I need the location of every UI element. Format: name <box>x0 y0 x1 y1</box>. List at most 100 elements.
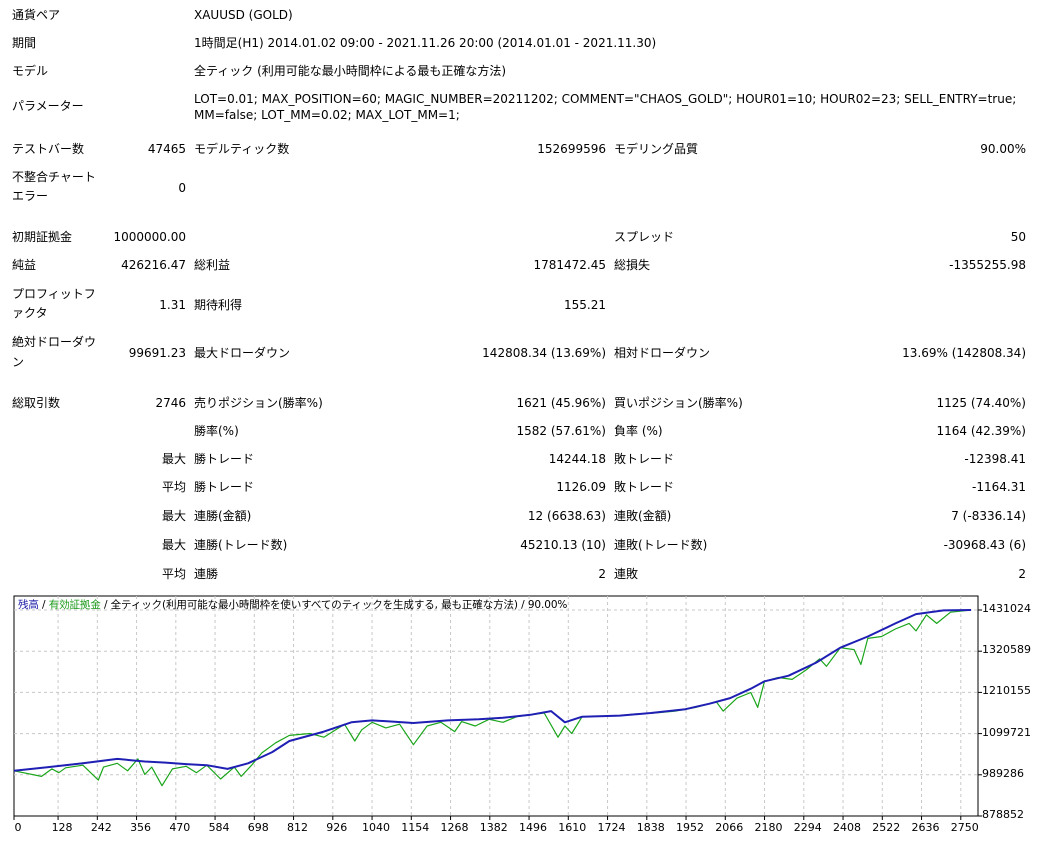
net-value: 426216.47 <box>121 258 186 272</box>
net-label: 純益 <box>12 258 37 272</box>
x-tick-label: 128 <box>51 821 73 834</box>
consec-win-amt-label: 連勝(金額) <box>194 509 252 523</box>
x-tick-label: 1496 <box>519 821 548 834</box>
bars-value: 47465 <box>147 142 186 156</box>
gross-profit-value: 1781472.45 <box>533 258 606 272</box>
abs-dd-label-2: ン <box>12 355 25 369</box>
legend-equity: 有効証拠金 <box>48 599 101 611</box>
short-label: 売りポジション(勝率%) <box>194 396 323 410</box>
x-tick-label: 0 <box>14 821 22 834</box>
avg-consec-prefix: 平均 <box>161 567 186 581</box>
x-tick-label: 2066 <box>715 821 744 834</box>
equity-chart-svg <box>13 595 982 820</box>
spread-value: 50 <box>1010 230 1026 244</box>
short-value: 1621 (45.96%) <box>516 396 606 410</box>
abs-dd-value: 99691.23 <box>128 346 186 360</box>
y-tick-label: 878852 <box>982 808 1024 821</box>
pf-value: 1.31 <box>159 298 186 312</box>
ticks-value: 152699596 <box>537 142 606 156</box>
y-tick-label: 1431024 <box>982 602 1031 615</box>
pf-label-2: ァクタ <box>12 306 48 320</box>
total-trades-label: 総取引数 <box>12 396 61 410</box>
winrate-value: 1582 (57.61%) <box>516 424 606 438</box>
chart-frame <box>13 595 979 817</box>
legend-quality: 90.00% <box>527 599 568 611</box>
mismatch-label-1: 不整合チャート <box>12 170 96 184</box>
avg-consec-loss-value: 2 <box>1018 567 1026 581</box>
max-win-prefix: 最大 <box>161 452 186 466</box>
x-tick-label: 1268 <box>440 821 469 834</box>
quality-label: モデリング品質 <box>614 142 699 156</box>
abs-dd-label-1: 絶対ドローダウ <box>12 335 97 349</box>
equity-series-line <box>13 609 972 787</box>
long-value: 1125 (74.40%) <box>936 396 1026 410</box>
x-tick-label: 470 <box>169 821 191 834</box>
bars-label: テストバー数 <box>12 142 85 156</box>
x-tick-label: 2636 <box>911 821 940 834</box>
x-tick-label: 1610 <box>558 821 587 834</box>
deposit-value: 1000000.00 <box>113 230 186 244</box>
gross-profit-label: 総利益 <box>194 258 231 272</box>
consec-win-amt-value: 12 (6638.63) <box>527 509 606 523</box>
expected-label: 期待利得 <box>194 298 243 312</box>
legend-model: 全ティック(利用可能な最小時間枠を使いすべてのティックを生成する, 最も正確な方… <box>110 599 518 611</box>
consec-loss-amt-label: 連敗(金額) <box>614 509 672 523</box>
rel-dd-value: 13.69% (142808.34) <box>902 346 1026 360</box>
total-trades-value: 2746 <box>155 396 186 410</box>
quality-value: 90.00% <box>980 142 1026 156</box>
avg-consec-loss-label: 連敗 <box>614 567 639 581</box>
x-tick-label: 356 <box>130 821 152 834</box>
x-tick-label: 1154 <box>401 821 430 834</box>
legend-separator: / <box>100 599 111 611</box>
rel-dd-label: 相対ドローダウン <box>614 346 711 360</box>
legend-separator: / <box>38 599 49 611</box>
consec-amt-prefix: 最大 <box>161 509 186 523</box>
expected-value: 155.21 <box>564 298 606 312</box>
x-tick-label: 584 <box>208 821 230 834</box>
x-tick-label: 1382 <box>479 821 508 834</box>
consec-win-cnt-value: 45210.13 (10) <box>520 538 606 552</box>
legend-balance: 残高 <box>18 599 39 611</box>
consec-cnt-prefix: 最大 <box>161 538 186 552</box>
pf-label-1: プロフィットフ <box>12 287 96 301</box>
ticks-label: モデルティック数 <box>194 142 290 156</box>
x-tick-label: 926 <box>326 821 348 834</box>
symbol-label: 通貨ペア <box>12 8 61 22</box>
x-tick-label: 1952 <box>676 821 705 834</box>
period-label: 期間 <box>12 36 37 50</box>
y-tick-label: 1210155 <box>982 684 1031 698</box>
max-win-value: 14244.18 <box>548 452 606 466</box>
gross-loss-label: 総損失 <box>614 258 651 272</box>
avg-loss-label: 敗トレード <box>614 480 675 494</box>
x-tick-label: 2294 <box>793 821 822 834</box>
period-value: 1時間足(H1) 2014.01.02 09:00 - 2021.11.26 2… <box>194 36 657 50</box>
balance-series-line <box>13 609 972 772</box>
max-loss-value: -12398.41 <box>964 452 1026 466</box>
params-label: パラメーター <box>12 99 84 113</box>
lossrate-label: 負率 (%) <box>614 424 663 438</box>
x-tick-label: 2522 <box>872 821 901 834</box>
avg-consec-win-label: 連勝 <box>194 567 219 581</box>
consec-loss-cnt-label: 連敗(トレード数) <box>614 538 708 552</box>
y-tick-label: 989286 <box>982 766 1024 780</box>
lossrate-value: 1164 (42.39%) <box>936 424 1026 438</box>
y-tick-label: 1320589 <box>982 643 1031 657</box>
symbol-value: XAUUSD (GOLD) <box>194 8 293 22</box>
y-tick-label: 1099721 <box>982 725 1031 739</box>
long-label: 買いポジション(勝率%) <box>614 396 743 410</box>
consec-loss-cnt-value: -30968.43 (6) <box>943 538 1026 552</box>
winrate-label: 勝率(%) <box>194 424 239 438</box>
x-tick-label: 242 <box>90 821 112 834</box>
mismatch-label-2: エラー <box>12 189 49 203</box>
params-line-2: MM=false; LOT_MM=0.02; MAX_LOT_MM=1; <box>194 108 460 122</box>
mismatch-value: 0 <box>178 181 186 195</box>
x-tick-label: 2408 <box>833 821 862 834</box>
model-value: 全ティック (利用可能な最小時間枠による最も正確な方法) <box>194 64 507 78</box>
max-dd-label: 最大ドローダウン <box>194 346 291 360</box>
params-line-1: LOT=0.01; MAX_POSITION=60; MAGIC_NUMBER=… <box>194 92 1017 106</box>
x-tick-label: 812 <box>287 821 309 834</box>
avg-consec-win-value: 2 <box>598 567 606 581</box>
chart-legend: 残高 / 有効証拠金 / 全ティック(利用可能な最小時間枠を使いすべてのティック… <box>18 597 567 612</box>
spread-label: スプレッド <box>614 230 675 244</box>
x-tick-label: 2180 <box>754 821 783 834</box>
